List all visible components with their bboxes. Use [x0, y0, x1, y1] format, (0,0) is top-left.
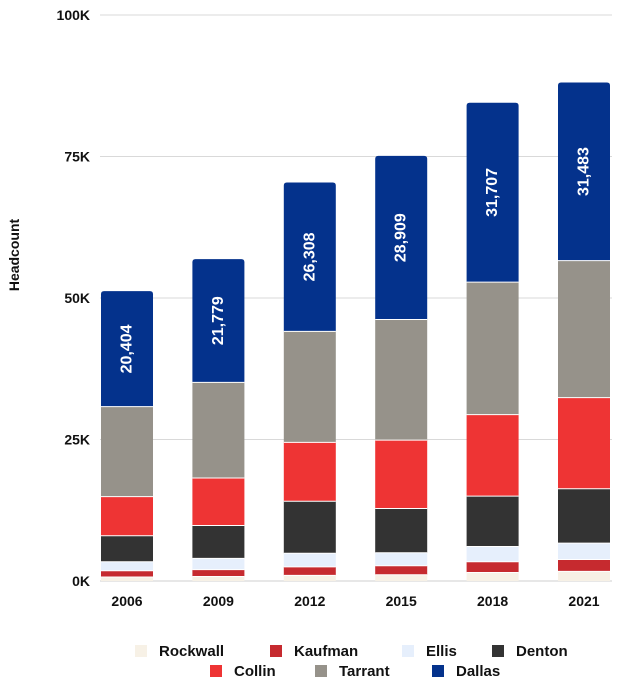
bar-segment-dallas-2015: [375, 155, 428, 320]
legend-label-ellis: Ellis: [426, 643, 457, 660]
bar-segment-collin-2012: [283, 442, 336, 502]
bar-segment-kaufman-2021: [558, 559, 610, 572]
bar-segment-collin-2015: [375, 440, 428, 509]
legend-label-collin: Collin: [234, 663, 276, 680]
bar-segment-tarrant-2021: [558, 260, 610, 398]
x-tick-label: 2021: [568, 593, 599, 609]
bar-segment-dallas-2006: [101, 291, 153, 407]
y-axis: 0K 25K 50K 75K 100K: [57, 7, 90, 589]
bar-segment-ellis-2018: [466, 546, 519, 562]
legend-label-kaufman: Kaufman: [294, 643, 358, 660]
x-axis: 2006 2009 2012 2015 2018 2021: [111, 593, 599, 609]
legend-label-denton: Denton: [516, 643, 568, 660]
legend: Rockwall Kaufman Ellis Denton Collin Tarrant D…: [135, 643, 568, 680]
bar-segment-tarrant-2015: [375, 319, 428, 441]
bar-segment-rockwall-2021: [558, 571, 610, 581]
data-label-dallas-2015: 28,909: [393, 213, 410, 262]
data-label-dallas-2012: 26,308: [301, 232, 318, 281]
bar-segment-rockwall-2015: [375, 574, 428, 581]
bar-segment-denton-2021: [558, 488, 610, 544]
bar-segment-dallas-2018: [466, 102, 519, 283]
legend-swatch-rockwall: [135, 645, 147, 657]
bar-segment-rockwall-2009: [192, 576, 245, 581]
x-tick-label: 2018: [477, 593, 508, 609]
legend-label-rockwall: Rockwall: [159, 643, 224, 660]
bar-segment-kaufman-2009: [192, 569, 245, 577]
bar-segment-ellis-2009: [192, 558, 245, 570]
legend-swatch-ellis: [402, 645, 414, 657]
data-label-dallas-2009: 21,779: [210, 296, 227, 345]
bar-segment-dallas-2012: [283, 182, 336, 332]
bar-segment-denton-2006: [101, 535, 153, 562]
bar-segment-collin-2006: [101, 496, 153, 536]
legend-label-tarrant: Tarrant: [339, 663, 390, 680]
bars: 20,404 21,779 26,308 28,909 31,707 31,483: [101, 82, 610, 581]
bar-segment-collin-2018: [466, 414, 519, 497]
x-tick-label: 2015: [386, 593, 417, 609]
y-tick-label: 100K: [57, 7, 90, 23]
bar-segment-tarrant-2018: [466, 282, 519, 415]
bar-segment-kaufman-2006: [101, 570, 153, 578]
bar-segment-collin-2009: [192, 477, 245, 526]
legend-label-dallas: Dallas: [456, 663, 500, 680]
bar-segment-ellis-2021: [558, 543, 610, 560]
data-label-dallas-2006: 20,404: [119, 324, 136, 373]
data-label-dallas-2021: 31,483: [576, 147, 593, 196]
bar-segment-dallas-2009: [192, 259, 245, 383]
y-axis-label: Headcount: [6, 218, 22, 291]
bar-segment-collin-2021: [558, 397, 610, 489]
bar-segment-kaufman-2018: [466, 561, 519, 573]
bar-segment-tarrant-2006: [101, 406, 153, 497]
bar-segment-kaufman-2015: [375, 565, 428, 575]
y-tick-label: 50K: [64, 290, 90, 306]
legend-swatch-collin: [210, 665, 222, 677]
gridlines: [100, 14, 612, 582]
bar-segment-ellis-2006: [101, 561, 153, 571]
x-tick-label: 2006: [111, 593, 142, 609]
x-tick-label: 2012: [294, 593, 325, 609]
bar-segment-denton-2012: [283, 501, 336, 554]
bar-segment-denton-2018: [466, 496, 519, 547]
legend-swatch-denton: [492, 645, 504, 657]
bar-segment-kaufman-2012: [283, 566, 336, 576]
bar-segment-denton-2015: [375, 508, 428, 553]
legend-swatch-tarrant: [315, 665, 327, 677]
x-tick-label: 2009: [203, 593, 234, 609]
bar-segment-dallas-2021: [558, 82, 610, 261]
y-tick-label: 75K: [64, 149, 90, 165]
y-tick-label: 25K: [64, 432, 90, 448]
bar-segment-rockwall-2012: [283, 575, 336, 581]
data-label-dallas-2018: 31,707: [484, 168, 501, 217]
bar-segment-tarrant-2012: [283, 331, 336, 443]
legend-swatch-kaufman: [270, 645, 282, 657]
bar-segment-denton-2009: [192, 525, 245, 559]
bar-segment-tarrant-2009: [192, 382, 245, 478]
bar-segment-rockwall-2006: [101, 577, 153, 581]
bar-segment-ellis-2015: [375, 552, 428, 566]
y-tick-label: 0K: [72, 573, 90, 589]
bar-segment-rockwall-2018: [466, 572, 519, 581]
legend-swatch-dallas: [432, 665, 444, 677]
bar-segment-ellis-2012: [283, 553, 336, 567]
